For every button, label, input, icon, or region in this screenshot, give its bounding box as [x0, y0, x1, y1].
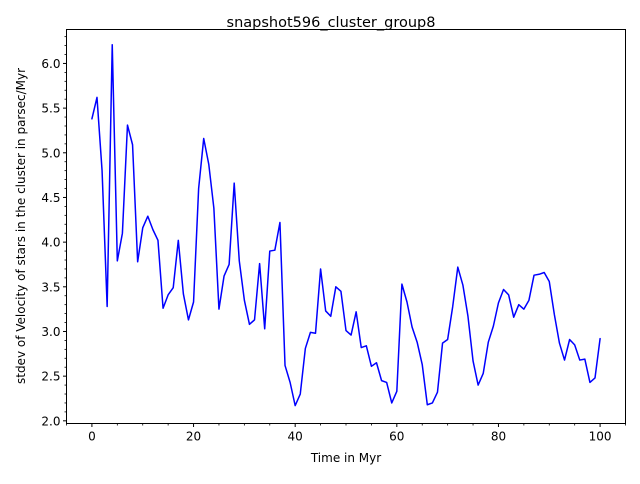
y-tick-label: 3.0: [41, 325, 60, 339]
x-axis-label: Time in Myr: [310, 451, 381, 465]
chart-title: snapshot596_cluster_group8: [227, 15, 436, 31]
plot-area: [91, 43, 601, 407]
y-tick-label: 3.5: [41, 280, 60, 294]
y-tick-label: 2.0: [41, 414, 60, 428]
y-tick-label: 4.5: [41, 191, 60, 205]
y-axis: 2.0 2.5 3.0 3.5 4.0 4.5 5.0 5.5 6.0: [41, 36, 67, 428]
y-tick-label: 4.0: [41, 236, 60, 250]
x-tick-label: 100: [589, 430, 612, 444]
y-tick-label: 6.0: [41, 57, 60, 71]
x-tick-label: 60: [389, 430, 404, 444]
y-axis-label: stdev of Velocity of stars in the cluste…: [14, 68, 28, 384]
x-axis: 0 20 40 60 80 100: [66, 423, 626, 444]
x-tick-label: 0: [88, 430, 96, 444]
x-tick-label: 20: [186, 430, 201, 444]
x-tick-label: 40: [288, 430, 303, 444]
y-tick-label: 5.5: [41, 102, 60, 116]
x-tick-label: 80: [491, 430, 506, 444]
y-tick-label: 5.0: [41, 146, 60, 160]
y-tick-label: 2.5: [41, 370, 60, 384]
series-line: [91, 43, 601, 407]
